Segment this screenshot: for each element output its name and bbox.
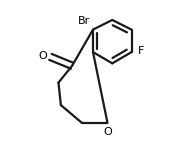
Text: O: O	[103, 127, 112, 137]
Text: Br: Br	[78, 16, 90, 26]
Text: O: O	[38, 51, 47, 61]
Text: F: F	[138, 46, 144, 56]
